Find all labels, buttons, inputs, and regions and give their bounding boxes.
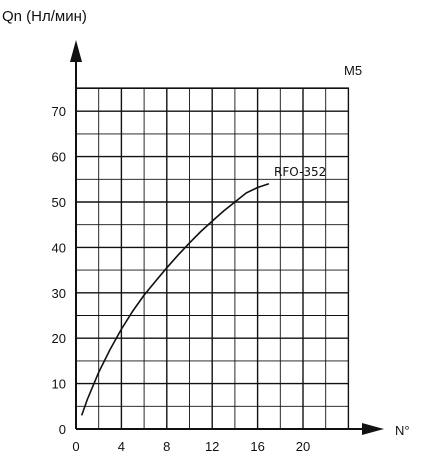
y-tick-label: 40: [52, 240, 66, 255]
x-tick-label: 8: [163, 439, 170, 454]
x-axis-label: N°: [395, 423, 410, 438]
x-tick-labels: 0 4 8 12 16 20: [72, 439, 310, 454]
x-tick-label: 20: [296, 439, 310, 454]
x-tick-label: 0: [72, 439, 79, 454]
series-line-rfo-352: [80, 183, 270, 416]
y-tick-label: 60: [52, 150, 66, 165]
series-label-rfo-352: RFO-352: [274, 165, 326, 179]
grid: [76, 87, 350, 429]
y-tick-label: 50: [52, 195, 66, 210]
y-tick-labels: 0 10 20 30 40 50 60 70: [52, 104, 66, 437]
x-tick-label: 4: [118, 439, 125, 454]
y-tick-label: 70: [52, 104, 66, 119]
y-tick-label: 20: [52, 331, 66, 346]
x-axis-arrow: [362, 423, 384, 435]
x-tick-label: 16: [250, 439, 264, 454]
axes: [70, 40, 384, 435]
y-tick-label: 10: [52, 377, 66, 392]
y-tick-label: 30: [52, 286, 66, 301]
y-axis-label: Qn (Нл/мин): [2, 8, 87, 25]
x-tick-label: 12: [205, 439, 219, 454]
corner-label: M5: [344, 63, 362, 78]
y-tick-label: 0: [59, 422, 66, 437]
y-axis-arrow: [70, 40, 82, 62]
